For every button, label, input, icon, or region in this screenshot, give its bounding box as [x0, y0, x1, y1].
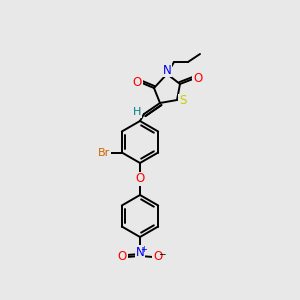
Text: O: O: [194, 73, 202, 85]
Text: O: O: [153, 250, 163, 263]
Text: +: +: [141, 244, 147, 253]
Text: N: N: [163, 64, 171, 76]
Text: S: S: [179, 94, 187, 107]
Text: O: O: [117, 250, 127, 263]
Text: O: O: [135, 172, 145, 185]
Text: −: −: [158, 250, 166, 259]
Text: Br: Br: [98, 148, 110, 158]
Text: N: N: [136, 245, 144, 259]
Text: O: O: [132, 76, 142, 89]
Text: H: H: [133, 107, 141, 117]
